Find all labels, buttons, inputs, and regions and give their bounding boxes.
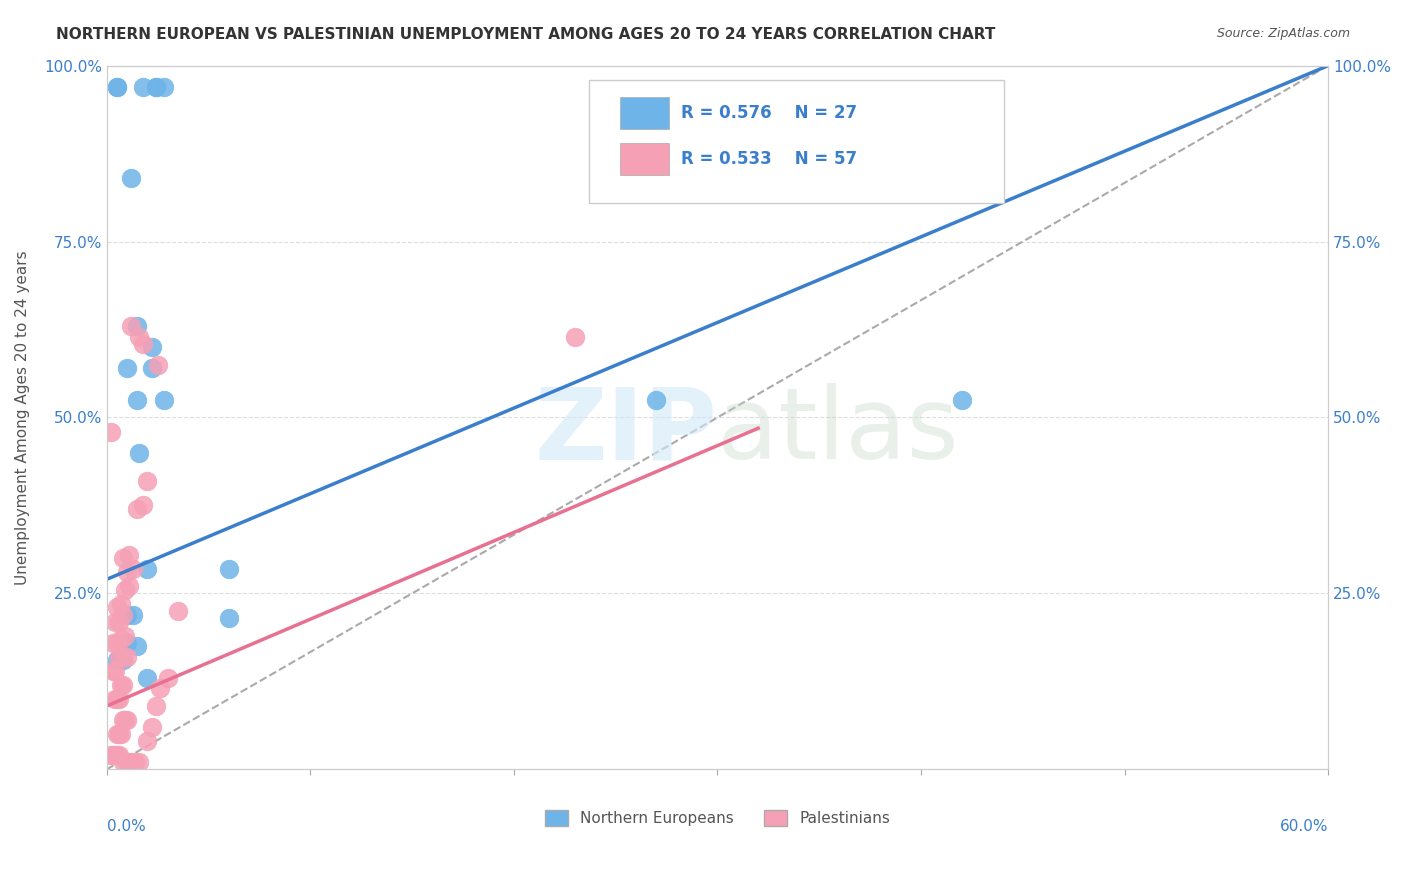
Text: R = 0.533    N = 57: R = 0.533 N = 57 [681,150,856,169]
Point [122,562,145,576]
Text: 60.0%: 60.0% [1279,819,1329,834]
Point [141,720,163,734]
Point [112,649,135,664]
Point [145,79,167,94]
Text: ZIP: ZIP [534,383,717,480]
Point [141,340,163,354]
Point [105,79,128,94]
Point [101,664,124,678]
Point [218,611,240,625]
Point [132,79,155,94]
Point [145,79,167,94]
Point [128,756,150,770]
Point [112,756,135,770]
Point [108,727,131,741]
Point [101,748,124,763]
Text: atlas: atlas [717,383,959,480]
Point [145,698,167,713]
Point [108,649,131,664]
Point [110,678,132,692]
Point [127,318,149,333]
Point [128,445,150,459]
Point [108,615,131,629]
Point [645,392,668,407]
Point [124,756,146,770]
Y-axis label: Unemployment Among Ages 20 to 24 years: Unemployment Among Ages 20 to 24 years [15,250,30,585]
Point [112,653,135,667]
Point [105,600,128,615]
Point [115,566,138,580]
FancyBboxPatch shape [620,97,669,129]
Text: Source: ZipAtlas.com: Source: ZipAtlas.com [1216,27,1350,40]
Point [105,653,128,667]
Point [149,681,172,696]
Point [128,329,150,343]
Point [132,499,155,513]
Point [110,727,132,741]
Point [127,639,149,653]
Point [115,607,138,622]
Point [108,692,131,706]
Point [105,748,128,763]
Point [104,615,127,629]
Point [136,474,159,488]
Point [152,392,174,407]
Point [105,692,128,706]
Point [104,692,127,706]
Point [167,604,190,618]
Point [950,392,973,407]
Point [112,678,135,692]
Point [564,329,586,343]
Point [120,171,142,186]
Point [100,748,122,763]
Point [136,671,159,685]
FancyBboxPatch shape [589,79,1004,202]
Point [100,425,122,439]
Legend: Northern Europeans, Palestinians: Northern Europeans, Palestinians [538,804,896,832]
Point [114,713,136,727]
Point [127,392,149,407]
Point [122,607,145,622]
Point [105,79,128,94]
Text: NORTHERN EUROPEAN VS PALESTINIAN UNEMPLOYMENT AMONG AGES 20 TO 24 YEARS CORRELAT: NORTHERN EUROPEAN VS PALESTINIAN UNEMPLO… [56,27,995,42]
Point [156,671,179,685]
FancyBboxPatch shape [620,143,669,175]
Point [118,548,141,562]
Point [132,336,155,351]
Text: R = 0.576    N = 27: R = 0.576 N = 27 [681,104,856,122]
Point [118,579,141,593]
Point [115,649,138,664]
Point [120,756,142,770]
Point [218,562,240,576]
Point [114,582,136,597]
Point [105,635,128,649]
Point [114,629,136,643]
Point [110,597,132,611]
Point [115,713,138,727]
Point [112,551,135,566]
Point [112,607,135,622]
Point [120,318,142,333]
Point [146,358,169,372]
Point [105,727,128,741]
Point [104,748,127,763]
Point [115,635,138,649]
Point [108,748,131,763]
Text: 0.0%: 0.0% [107,819,145,834]
Point [101,635,124,649]
Point [110,632,132,647]
Point [104,664,127,678]
Point [136,734,159,748]
Point [141,361,163,376]
Point [112,713,135,727]
Point [115,756,138,770]
Point [127,502,149,516]
Point [152,79,174,94]
Point [115,361,138,376]
Point [136,562,159,576]
